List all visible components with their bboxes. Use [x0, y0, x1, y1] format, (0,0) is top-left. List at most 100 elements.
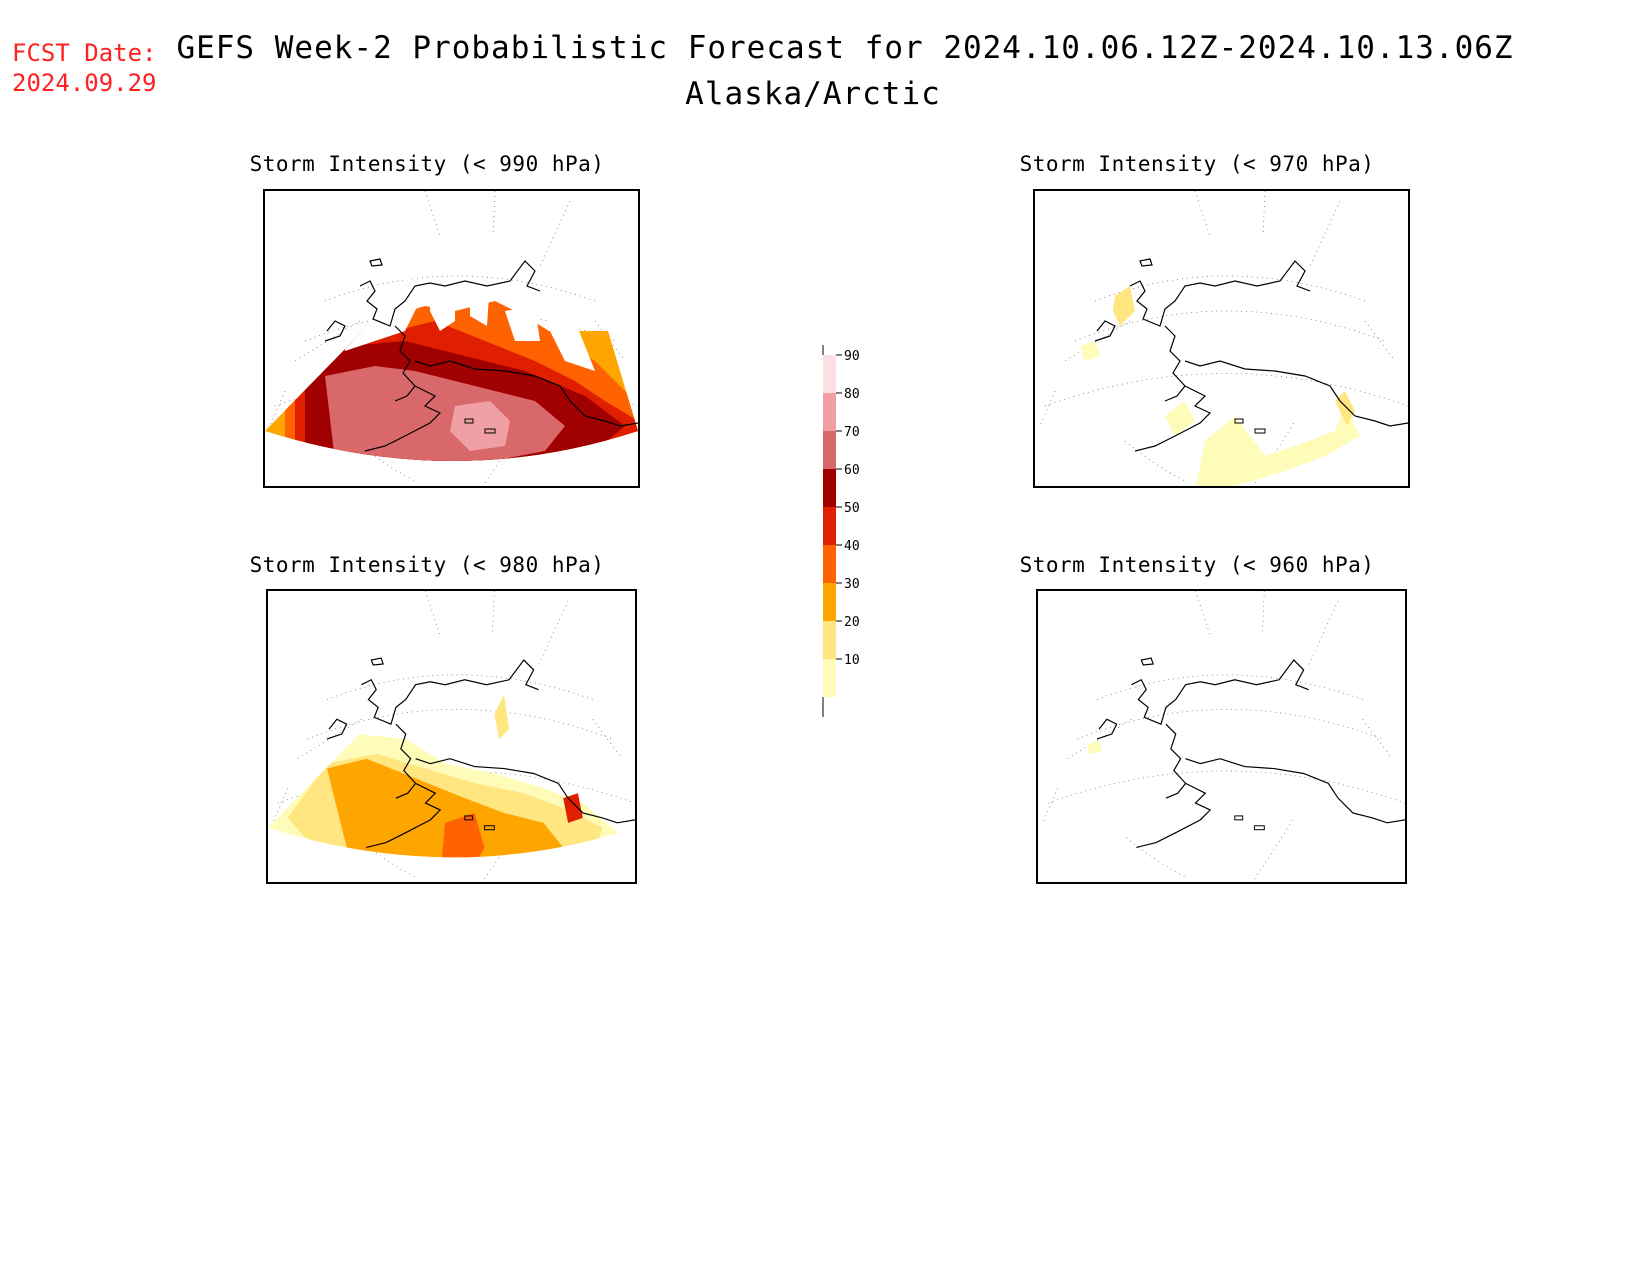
- coastline: [1094, 258, 1408, 452]
- map-panel-990: [263, 189, 640, 488]
- fcst-date-caption: FCST Date:: [12, 39, 157, 67]
- legend-swatch-80: [823, 393, 836, 431]
- coastline: [326, 657, 635, 849]
- panel-title-990: Storm Intensity (< 990 hPa): [249, 152, 605, 176]
- legend-label: 30: [844, 577, 860, 592]
- legend-colorbar: 10 20 30 40 50 60 70 80 90: [822, 345, 860, 717]
- shade-20: [494, 694, 510, 739]
- nodata: [470, 281, 490, 326]
- legend-label: 90: [844, 349, 860, 364]
- graticule-line: [1362, 719, 1393, 759]
- shading: [1080, 286, 1360, 486]
- shade-40: [440, 812, 485, 858]
- graticule-line: [1067, 718, 1132, 760]
- graticule-line: [1077, 708, 1383, 740]
- graticule-line: [1126, 837, 1186, 878]
- legend-label: 80: [844, 387, 860, 402]
- legend-label: 10: [844, 653, 860, 668]
- panel-title-960: Storm Intensity (< 960 hPa): [1019, 553, 1375, 577]
- graticule-line: [492, 191, 496, 237]
- probability-map-970: [1039, 191, 1408, 486]
- fcst-date-value: 2024.09.29: [12, 69, 157, 97]
- graticule-line: [1094, 275, 1366, 302]
- island-outline: [1254, 428, 1266, 434]
- probability-map-960: [1042, 591, 1405, 880]
- graticule-line: [1308, 600, 1339, 666]
- map-panel-960: [1036, 589, 1407, 884]
- shade-20: [1335, 391, 1355, 426]
- graticule-line: [1364, 320, 1396, 362]
- legend-swatch-50: [823, 507, 836, 545]
- graticule: [1042, 591, 1405, 880]
- panel-title-970: Storm Intensity (< 970 hPa): [1019, 152, 1375, 176]
- graticule-line: [1044, 373, 1408, 407]
- nodata: [430, 286, 455, 331]
- graticule-line: [424, 191, 441, 237]
- forecast-date-label: FCST Date: 2024.09.29: [12, 38, 157, 98]
- graticule-line: [326, 674, 593, 700]
- shade-50: [563, 793, 583, 823]
- graticule-line: [1254, 420, 1296, 484]
- shade-80: [450, 401, 510, 451]
- graticule-line: [538, 600, 569, 666]
- graticule-line: [1262, 191, 1266, 237]
- legend-label: 20: [844, 615, 860, 630]
- graticule-line: [1194, 191, 1211, 237]
- graticule-line: [1124, 440, 1186, 482]
- shade-10: [1087, 740, 1102, 754]
- map-panel-970: [1033, 189, 1410, 488]
- graticule-line: [1309, 200, 1341, 267]
- graticule-line: [354, 440, 416, 482]
- probability-map-980: [268, 591, 635, 880]
- page-title: GEFS Week-2 Probabilistic Forecast for 2…: [176, 30, 1514, 66]
- graticule-line: [1096, 674, 1363, 700]
- coastline: [1096, 657, 1405, 849]
- island-outline: [1234, 815, 1244, 821]
- legend-swatch-40: [823, 545, 836, 583]
- shade-10: [1196, 406, 1360, 486]
- shade-10: [1165, 401, 1195, 436]
- coastline: [324, 258, 638, 452]
- nodata: [505, 306, 540, 341]
- graticule-line: [307, 708, 613, 740]
- shade-70: [325, 366, 565, 461]
- legend-label: 60: [844, 463, 860, 478]
- shading: [265, 261, 638, 461]
- region-subtitle: Alaska/Arctic: [685, 76, 941, 112]
- graticule-line: [1047, 770, 1405, 804]
- shading: [268, 734, 635, 858]
- island-outline: [1234, 418, 1244, 424]
- panel-title-980: Storm Intensity (< 980 hPa): [249, 553, 605, 577]
- island-outline: [1253, 825, 1265, 831]
- graticule-line: [592, 719, 623, 759]
- island-outline: [484, 428, 496, 434]
- graticule-line: [1039, 390, 1056, 427]
- graticule-line: [539, 200, 571, 267]
- graticule-line: [324, 275, 596, 302]
- graticule-line: [425, 591, 441, 636]
- graticule-line: [1261, 591, 1265, 636]
- probability-color-legend: 10 20 30 40 50 60 70 80 90: [820, 335, 900, 745]
- graticule-line: [356, 837, 416, 878]
- legend-swatch-70: [823, 431, 836, 469]
- graticule-line: [1254, 817, 1295, 880]
- nodata: [545, 321, 595, 371]
- legend-label: 70: [844, 425, 860, 440]
- legend-swatch-20: [823, 621, 836, 659]
- shade-10: [1080, 341, 1100, 361]
- island-outline: [464, 815, 474, 821]
- shade-30: [327, 758, 564, 858]
- graticule-line: [491, 591, 495, 636]
- shade-20: [1113, 286, 1135, 326]
- graticule-line: [1195, 591, 1211, 636]
- legend-swatch-60: [823, 469, 836, 507]
- island-outline: [483, 825, 495, 831]
- island-outline: [464, 418, 474, 424]
- legend-swatch-10: [823, 659, 836, 697]
- probability-map-990: [265, 191, 638, 484]
- graticule-line: [1042, 788, 1059, 823]
- legend-label: 50: [844, 501, 860, 516]
- legend-swatch-30: [823, 583, 836, 621]
- legend-swatch-90: [823, 355, 836, 393]
- legend-label: 40: [844, 539, 860, 554]
